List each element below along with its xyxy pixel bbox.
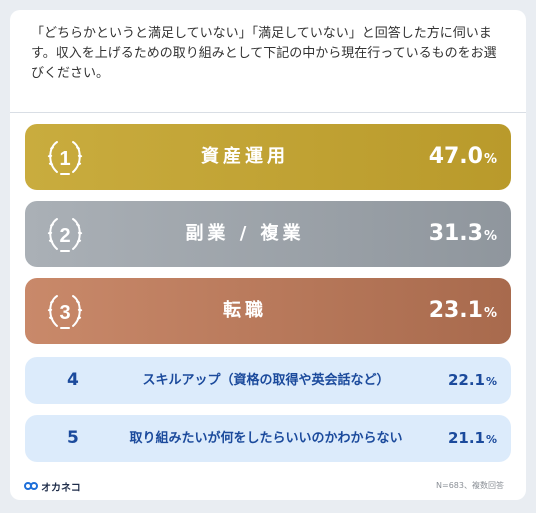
laurel-wreath-icon: 1	[47, 141, 83, 175]
rank-2-label: 副業 / 複業	[185, 223, 305, 244]
brand-name: オカネコ	[41, 482, 81, 494]
rank-3-label: 転職	[223, 300, 267, 321]
rank-4-bar: 4 スキルアップ（資格の取得や英会話など） 22.1%	[25, 357, 511, 404]
infinity-logo-icon	[24, 482, 38, 490]
laurel-wreath-icon: 3	[47, 295, 83, 329]
brand-logo: オカネコ	[24, 480, 81, 494]
rank-3-number: 3	[59, 302, 70, 324]
laurel-wreath-icon: 2	[47, 218, 83, 252]
question-text: 「どちらかというと満足していない」「満足していない」と回答した方に伺います。収入…	[10, 10, 526, 113]
rank-2-bar: 2 副業 / 複業 31.3%	[25, 201, 511, 267]
rank-1-bar: 1 資産運用 47.0%	[25, 124, 511, 190]
rank-3-value: 23.1%	[428, 298, 497, 323]
rank-2-number: 2	[59, 225, 70, 247]
rank-1-label: 資産運用	[201, 146, 289, 167]
rank-1-value: 47.0%	[428, 144, 497, 169]
rank-4-value: 22.1%	[447, 371, 497, 389]
survey-card: 「どちらかというと満足していない」「満足していない」と回答した方に伺います。収入…	[10, 10, 526, 500]
rank-4-label: スキルアップ（資格の取得や英会話など）	[142, 373, 390, 388]
rank-3-bar: 3 転職 23.1%	[25, 278, 511, 344]
rank-2-value: 31.3%	[428, 221, 497, 246]
rank-5-label: 取り組みたいが何をしたらいいのかわからない	[129, 431, 403, 446]
rank-5-value: 21.1%	[447, 429, 497, 447]
rank-1-number: 1	[59, 148, 70, 170]
sample-note: N=683、複数回答	[436, 481, 504, 490]
rank-5-number: 5	[67, 428, 79, 448]
rank-4-number: 4	[67, 370, 79, 390]
rank-5-bar: 5 取り組みたいが何をしたらいいのかわからない 21.1%	[25, 415, 511, 462]
